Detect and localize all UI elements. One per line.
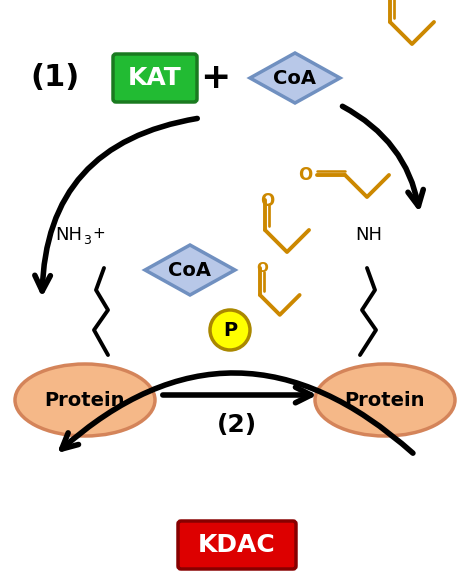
Text: O: O bbox=[385, 0, 399, 2]
Text: NH: NH bbox=[355, 226, 382, 244]
Text: O: O bbox=[260, 192, 274, 210]
Text: (1): (1) bbox=[30, 64, 80, 92]
Text: KAT: KAT bbox=[128, 66, 182, 90]
Text: +: + bbox=[200, 61, 230, 95]
Text: P: P bbox=[223, 320, 237, 339]
Text: (2): (2) bbox=[217, 413, 257, 437]
Text: KDAC: KDAC bbox=[198, 533, 276, 557]
FancyBboxPatch shape bbox=[113, 54, 197, 102]
Text: CoA: CoA bbox=[273, 68, 317, 87]
Text: O: O bbox=[298, 166, 312, 184]
Text: Protein: Protein bbox=[45, 390, 125, 409]
Polygon shape bbox=[145, 245, 235, 295]
Circle shape bbox=[210, 310, 250, 350]
Text: O: O bbox=[256, 261, 268, 275]
Ellipse shape bbox=[15, 364, 155, 436]
Polygon shape bbox=[250, 53, 340, 103]
Text: 3: 3 bbox=[83, 234, 91, 246]
Text: Protein: Protein bbox=[345, 390, 425, 409]
Text: CoA: CoA bbox=[168, 261, 211, 280]
Ellipse shape bbox=[315, 364, 455, 436]
Text: NH: NH bbox=[55, 226, 82, 244]
FancyBboxPatch shape bbox=[178, 521, 296, 569]
Text: +: + bbox=[92, 227, 105, 242]
